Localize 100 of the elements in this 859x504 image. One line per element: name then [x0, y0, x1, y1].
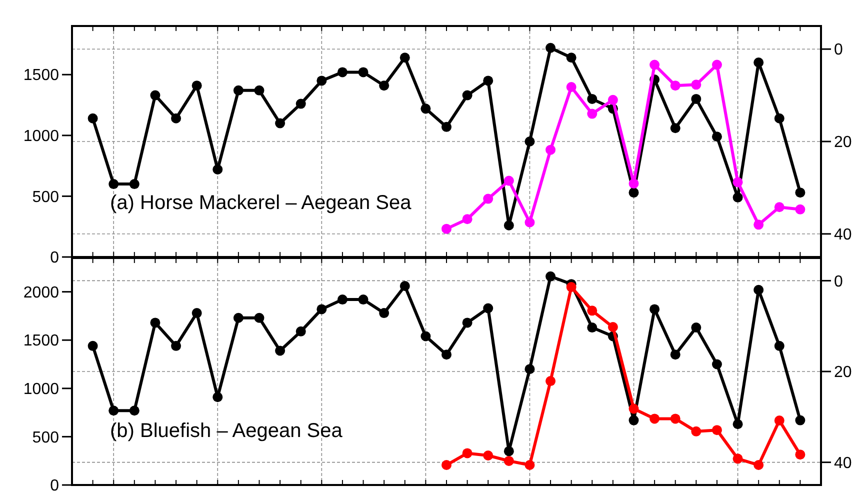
point [420, 104, 431, 114]
point [732, 419, 743, 430]
point [483, 76, 494, 86]
point [400, 281, 410, 292]
point [108, 179, 119, 190]
point [420, 331, 431, 342]
point [732, 177, 743, 188]
point [774, 340, 784, 351]
point [337, 67, 348, 78]
point [171, 340, 182, 351]
point [628, 404, 639, 414]
point [483, 194, 494, 204]
point [587, 306, 598, 316]
point [212, 164, 223, 174]
point [462, 90, 472, 100]
point [504, 456, 514, 466]
point [691, 80, 702, 90]
point [546, 271, 556, 282]
y2-tick-label: 20 [834, 134, 852, 152]
y-tick-label: 1000 [23, 128, 60, 146]
point [88, 340, 98, 351]
point [379, 80, 390, 91]
y2-tick-label: 20 [834, 364, 852, 382]
point [566, 52, 576, 63]
point [192, 80, 202, 91]
point [296, 98, 306, 109]
point [795, 188, 806, 198]
point [483, 450, 494, 460]
point [358, 294, 368, 305]
y2-tick-label: 40 [834, 226, 852, 244]
point [774, 202, 784, 212]
point [212, 392, 223, 402]
point [670, 123, 680, 134]
point [254, 85, 264, 96]
point [296, 326, 306, 336]
point [275, 346, 286, 356]
point [732, 192, 743, 202]
point [337, 294, 348, 305]
point [129, 406, 140, 416]
point [129, 179, 140, 190]
point [462, 214, 472, 224]
y2-tick-label: 0 [834, 42, 843, 59]
y-tick-label: 0 [50, 250, 60, 267]
point [504, 446, 514, 456]
y2-tick-label: 0 [834, 273, 843, 290]
point [316, 304, 327, 314]
point [650, 414, 660, 424]
point [524, 136, 535, 146]
point [795, 450, 806, 460]
y-tick-label: 1000 [23, 381, 60, 398]
point [712, 425, 722, 436]
point [462, 318, 472, 328]
point [192, 308, 202, 318]
point [233, 312, 244, 323]
point [88, 113, 98, 124]
point [171, 113, 182, 124]
point [795, 415, 806, 426]
y-tick-label: 0 [50, 478, 60, 495]
point [795, 204, 806, 214]
point [442, 350, 452, 360]
point [442, 122, 452, 132]
point [691, 322, 702, 333]
point [150, 90, 160, 100]
point [233, 85, 244, 96]
point [442, 224, 452, 234]
y-tick-label: 500 [32, 429, 60, 446]
y-tick-label: 500 [32, 188, 60, 206]
point [587, 94, 598, 104]
point [566, 282, 576, 292]
point [504, 176, 514, 186]
point [524, 460, 535, 470]
point [524, 364, 535, 374]
point [712, 60, 722, 70]
annotation: (a) Horse Mackerel – Aegean Sea [110, 192, 412, 214]
point [108, 406, 119, 416]
y-tick-label: 2000 [23, 284, 60, 302]
point [546, 42, 556, 53]
y-tick-label: 1500 [23, 332, 60, 350]
point [650, 304, 660, 314]
point [712, 359, 722, 370]
point [254, 312, 264, 323]
point [150, 318, 160, 328]
point [608, 94, 618, 105]
point [650, 60, 660, 70]
point [774, 113, 784, 124]
point [754, 57, 764, 68]
point [628, 415, 639, 426]
point [670, 80, 680, 91]
point [691, 94, 702, 104]
point [400, 52, 410, 63]
point [566, 82, 576, 92]
point [546, 144, 556, 155]
point [754, 460, 764, 470]
point [774, 416, 784, 426]
point [587, 322, 598, 333]
point [524, 217, 535, 228]
point [670, 350, 680, 360]
point [275, 118, 286, 128]
point [608, 322, 618, 332]
point [379, 308, 390, 318]
